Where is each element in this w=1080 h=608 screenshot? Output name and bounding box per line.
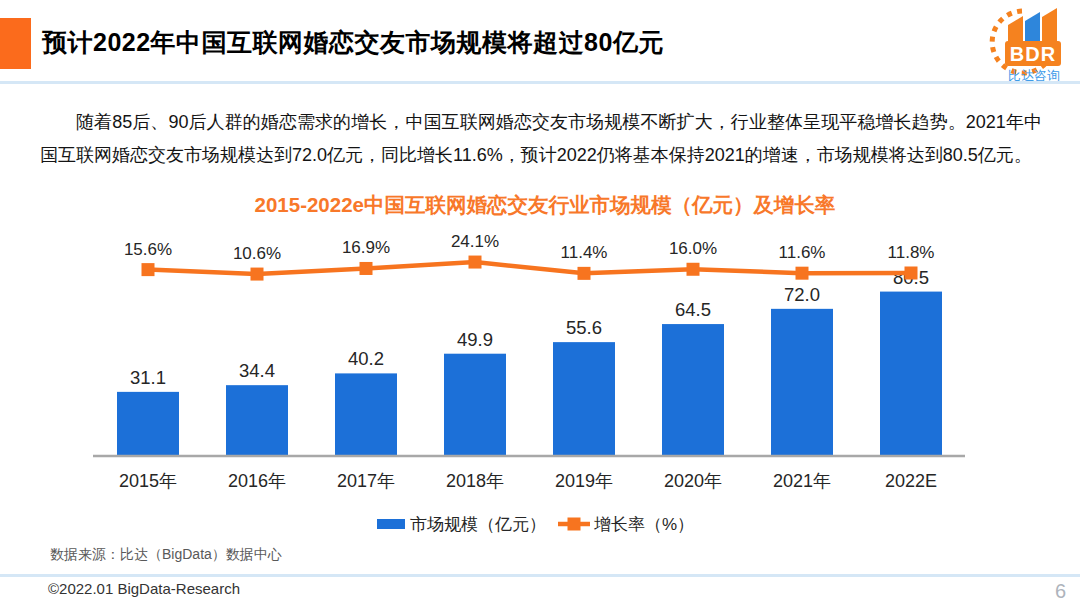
intro-paragraph: 随着85后、90后人群的婚恋需求的增长，中国互联网婚恋交友市场规模不断扩大，行业… [40, 106, 1042, 172]
page-title: 预计2022年中国互联网婚恋交友市场规模将超过80亿元 [42, 26, 664, 59]
x-axis-label: 2021年 [773, 471, 831, 491]
x-axis-label: 2016年 [228, 471, 286, 491]
x-axis-label: 2022E [885, 471, 937, 491]
bdr-logo: BDR 比达咨询 [982, 4, 1074, 84]
legend-bar-swatch [377, 519, 405, 529]
growth-rate-marker [360, 262, 373, 275]
bar-value-label: 72.0 [784, 284, 820, 305]
bar-value-label: 31.1 [130, 367, 166, 388]
market-size-bar-2022E [880, 292, 942, 455]
market-size-bar-2021年 [771, 309, 833, 455]
logo-text: BDR [1010, 43, 1056, 65]
market-size-bar-2020年 [662, 324, 724, 455]
chart-canvas: 2015-2022e中国互联网婚恋交友行业市场规模（亿元）及增长率 31.1 34.… [0, 190, 1080, 540]
header-accent-square [0, 18, 31, 69]
growth-rate-label: 11.4% [561, 243, 608, 262]
growth-rate-marker [578, 267, 591, 280]
market-size-bar-2015年 [117, 392, 179, 455]
bar-value-label: 49.9 [457, 329, 493, 350]
market-size-bar-2016年 [226, 385, 288, 455]
bdr-logo-graphic: BDR 比达咨询 [982, 4, 1074, 84]
slide: 预计2022年中国互联网婚恋交友市场规模将超过80亿元 BDR 比达咨询 随着8… [0, 0, 1080, 608]
growth-rate-label: 11.6% [779, 243, 826, 262]
x-axis-label: 2020年 [664, 471, 722, 491]
x-axis-label: 2015年 [119, 471, 177, 491]
bar-value-label: 34.4 [239, 360, 275, 381]
growth-rate-label: 11.8% [888, 243, 935, 262]
market-size-bar-2017年 [335, 373, 397, 455]
legend-bar-label: 市场规模（亿元） [410, 515, 546, 534]
bar-value-label: 64.5 [675, 299, 711, 320]
logo-flag-orange-right [1042, 8, 1057, 46]
growth-rate-label: 24.1% [451, 232, 499, 251]
growth-rate-marker [251, 268, 264, 281]
market-size-bar-2018年 [444, 354, 506, 455]
market-size-bar-2019年 [553, 342, 615, 455]
data-source-note: 数据来源：比达（BigData）数据中心 [50, 546, 282, 564]
growth-rate-marker [687, 263, 700, 276]
growth-rate-marker [469, 256, 482, 269]
copyright-text: ©2022.01 BigData-Research [48, 580, 240, 597]
footer-divider [0, 574, 1080, 577]
bar-value-label: 40.2 [348, 348, 384, 369]
growth-rate-label: 16.9% [342, 238, 390, 257]
chart-title: 2015-2022e中国互联网婚恋交友行业市场规模（亿元）及增长率 [255, 193, 836, 216]
legend-line-label: 增长率（%） [594, 515, 694, 534]
bar-value-label: 55.6 [566, 317, 602, 338]
growth-rate-label: 16.0% [669, 239, 717, 258]
page-number: 6 [1055, 580, 1066, 603]
x-axis-label: 2019年 [555, 471, 613, 491]
header-divider [0, 81, 1080, 84]
x-axis-label: 2018年 [446, 471, 504, 491]
growth-rate-label: 10.6% [233, 244, 281, 263]
market-size-chart: 2015-2022e中国互联网婚恋交友行业市场规模（亿元）及增长率 31.1 34.… [0, 190, 1080, 540]
x-axis-label: 2017年 [337, 471, 395, 491]
logo-flag-blue [1025, 12, 1040, 46]
growth-rate-label: 15.6% [124, 240, 172, 259]
growth-rate-marker [796, 267, 809, 280]
growth-rate-marker [142, 263, 155, 276]
growth-rate-marker [905, 266, 918, 279]
legend-line-marker [568, 518, 581, 531]
